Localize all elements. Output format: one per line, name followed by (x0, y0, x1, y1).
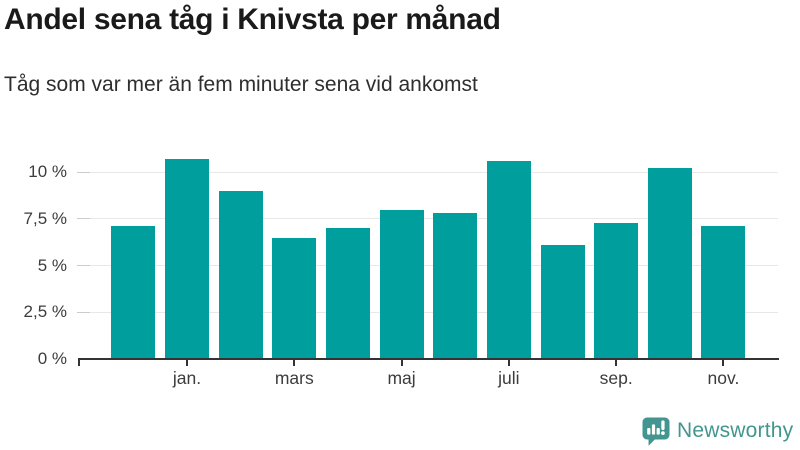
x-axis-edge-tick (78, 359, 80, 366)
bar-aug (540, 245, 585, 359)
chart-subtitle: Tåg som var mer än fem minuter sena vid … (4, 73, 478, 96)
bar-apr (325, 228, 370, 359)
y-axis-label: 0 % (37, 349, 67, 368)
bar-sep (594, 222, 639, 359)
gridline-2,5% (80, 311, 778, 313)
x-axis-line (78, 357, 779, 361)
x-axis-label: maj (387, 368, 416, 388)
bar-feb (218, 190, 263, 359)
y-axis-label: 5 % (37, 255, 67, 275)
y-tick-2,5% (77, 311, 90, 313)
y-tick-10% (77, 171, 90, 173)
bar-nov (701, 226, 746, 359)
x-axis-label: juli (498, 368, 520, 388)
x-axis-label: nov. (707, 368, 740, 388)
chart-title: Andel sena tåg i Knivsta per månad (4, 3, 501, 36)
x-axis-label: sep. (599, 368, 633, 388)
x-tick-nov (722, 359, 725, 366)
newsworthy-wordmark: Newsworthy (677, 419, 794, 442)
gridline-5% (80, 265, 778, 267)
x-tick-jan (186, 359, 189, 366)
bar-jan (165, 159, 210, 359)
bar-maj (379, 209, 424, 359)
bar-juni (433, 213, 478, 359)
gridline-7,5% (80, 218, 778, 220)
x-tick-sep (615, 359, 618, 366)
y-axis-label: 2,5 % (23, 302, 67, 322)
y-tick-7,5% (77, 218, 90, 220)
newsworthy-icon (641, 416, 671, 447)
bar-mars (272, 237, 317, 359)
x-tick-mars (293, 359, 296, 366)
bar-dec (111, 226, 156, 359)
x-axis-label: jan. (172, 368, 202, 388)
x-tick-juli (507, 359, 510, 366)
bar-okt (647, 168, 692, 359)
y-axis-label: 10 % (28, 162, 67, 182)
bar-juli (486, 160, 531, 359)
x-axis-label: mars (274, 368, 314, 388)
x-tick-maj (400, 359, 403, 366)
y-tick-5% (77, 265, 90, 267)
newsworthy-logo: Newsworthy (641, 415, 793, 447)
y-axis-label: 7,5 % (23, 208, 67, 228)
gridline-10% (80, 171, 778, 173)
